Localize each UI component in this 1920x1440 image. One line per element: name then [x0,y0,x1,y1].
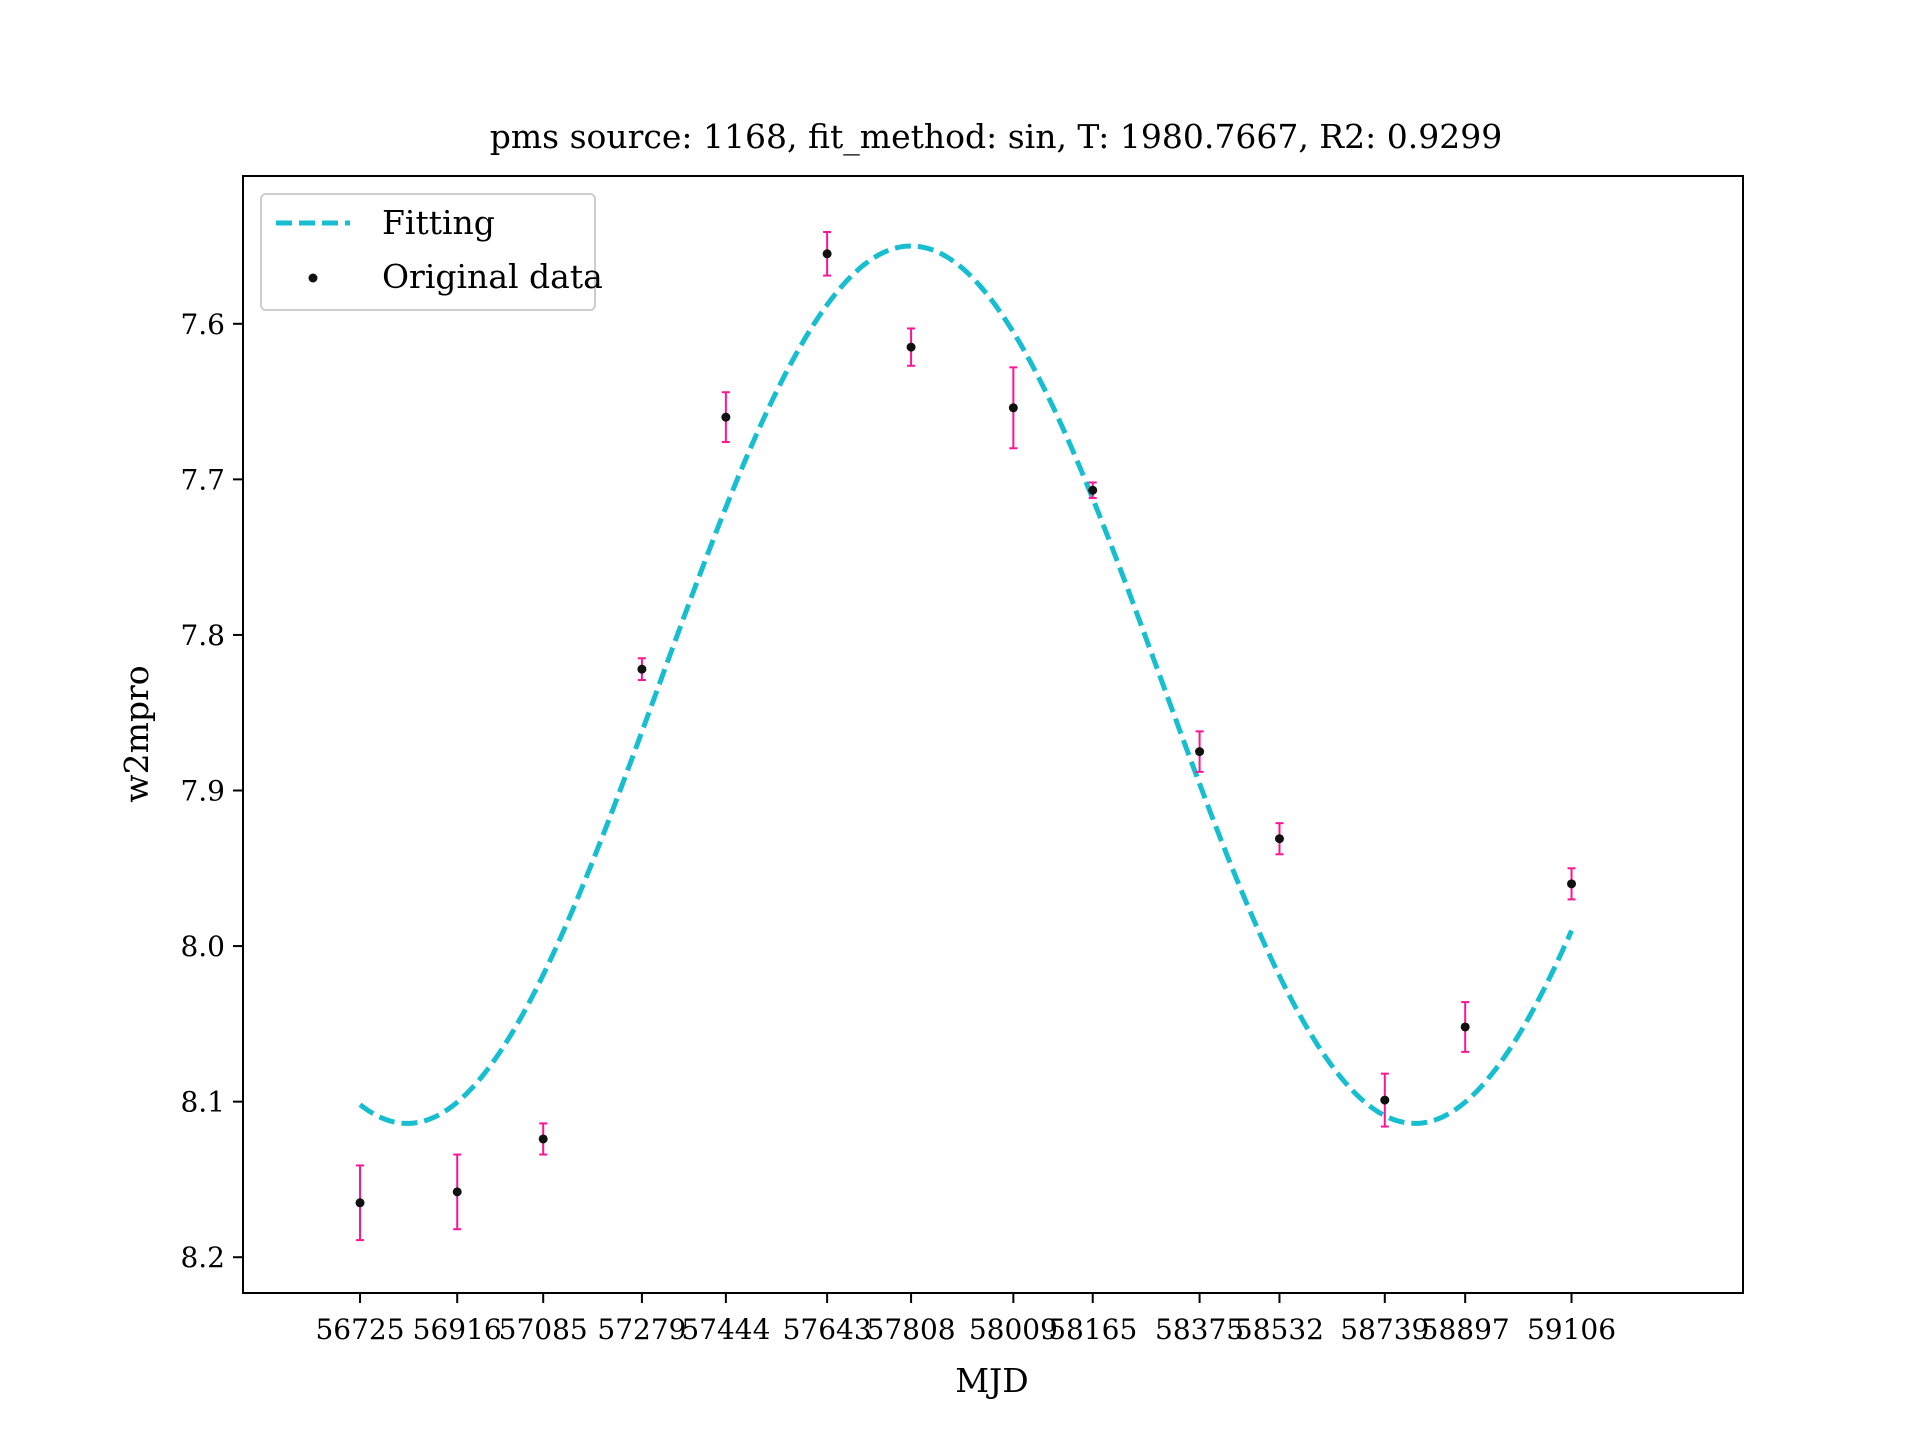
data-point [355,1198,365,1208]
x-tick-label: 58739 [1340,1313,1429,1346]
fitting-curve [358,243,1574,1126]
x-tick-label: 58009 [969,1313,1058,1346]
legend-original-data-label: Original data [382,257,603,296]
x-tick-label: 56725 [315,1313,404,1346]
y-tick-label: 7.6 [180,308,225,341]
points-layer [355,231,1577,1242]
x-tick-label: 57643 [783,1313,872,1346]
chart-title: pms source: 1168, fit_method: sin, T: 19… [490,117,1502,157]
y-tick-label: 8.2 [180,1241,225,1274]
x-tick-label: 58532 [1235,1313,1324,1346]
legend-original-data-swatch [308,273,318,283]
y-axis: 7.6 7.7 7.8 7.9 8.0 8.1 8.2 [180,308,243,1274]
data-point [1567,879,1577,889]
x-tick-label: 58897 [1421,1313,1510,1346]
fit-layer [358,243,1574,1126]
data-point [538,1134,548,1144]
x-tick-label: 56916 [413,1313,502,1346]
x-tick-label: 58375 [1155,1313,1244,1346]
x-tick-label: 59106 [1527,1313,1616,1346]
y-tick-label: 8.0 [180,930,225,963]
y-tick-label: 7.8 [180,619,225,652]
y-tick-label: 7.9 [180,775,225,808]
data-point [1088,485,1098,495]
data-point [1274,834,1284,844]
x-tick-label: 57085 [499,1313,588,1346]
y-axis-label: w2mpro [117,665,156,802]
legend-box [260,193,596,311]
data-point [1008,403,1018,413]
data-point [637,664,647,674]
x-tick-label: 57279 [597,1313,686,1346]
data-point [1460,1022,1470,1032]
legend-fitting-label: Fitting [382,203,495,242]
plot-area-frame [242,175,1744,1294]
data-point [1195,747,1205,757]
y-tick-label: 7.7 [180,463,225,496]
x-tick-label: 57808 [867,1313,956,1346]
x-tick-label: 58165 [1048,1313,1137,1346]
x-axis-label: MJD [955,1361,1028,1400]
data-point [822,249,832,259]
y-tick-label: 8.1 [180,1086,225,1119]
x-tick-label: 57444 [681,1313,770,1346]
data-point [721,412,731,422]
data-point [1380,1095,1390,1105]
data-point [906,342,916,352]
data-point [452,1187,462,1197]
legend: Fitting Original data [260,193,603,311]
